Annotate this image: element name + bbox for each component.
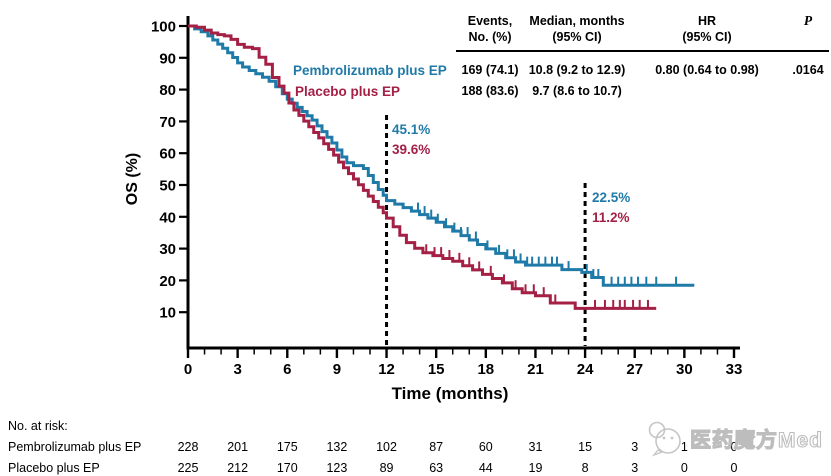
risk-value: 102 bbox=[376, 440, 397, 454]
risk-value: 63 bbox=[429, 461, 444, 475]
risk-value: 0 bbox=[730, 440, 738, 454]
svg-text:6: 6 bbox=[283, 361, 291, 378]
col-header-p: P bbox=[803, 13, 813, 28]
svg-text:0: 0 bbox=[184, 361, 192, 378]
svg-text:70: 70 bbox=[159, 114, 176, 131]
svg-text:100: 100 bbox=[151, 19, 176, 36]
svg-text:60: 60 bbox=[159, 146, 176, 163]
col-header-median-line1: Median, months bbox=[529, 14, 625, 28]
hr-value: 0.80 (0.64 to 0.98) bbox=[655, 63, 759, 77]
risk-value: 228 bbox=[177, 440, 199, 454]
legend-item-placebo: Placebo plus EP bbox=[295, 84, 401, 99]
svg-text:12: 12 bbox=[378, 361, 395, 378]
risk-value: 87 bbox=[429, 440, 444, 454]
col-header-median-line2: (95% CI) bbox=[552, 30, 602, 44]
svg-text:90: 90 bbox=[159, 50, 176, 67]
svg-text:30: 30 bbox=[159, 241, 176, 258]
table-header-rule bbox=[456, 50, 829, 53]
svg-text:18: 18 bbox=[477, 361, 494, 378]
svg-text:21: 21 bbox=[527, 361, 544, 378]
legend-item-pembrolizumab: Pembrolizumab plus EP bbox=[293, 63, 447, 78]
risk-value: 3 bbox=[631, 440, 639, 454]
risk-value: 89 bbox=[379, 461, 394, 475]
risk-value: 212 bbox=[227, 461, 249, 475]
risk-value: 170 bbox=[276, 461, 298, 475]
svg-text:24: 24 bbox=[577, 361, 594, 378]
risk-value: 15 bbox=[578, 440, 593, 454]
risk-table-title: No. at risk: bbox=[8, 419, 68, 433]
risk-value: 3 bbox=[631, 461, 639, 475]
x-axis-title: Time (months) bbox=[391, 384, 509, 403]
svg-text:3: 3 bbox=[233, 361, 241, 378]
risk-value: 1 bbox=[680, 440, 688, 454]
risk-value: 201 bbox=[227, 440, 249, 454]
risk-value: 60 bbox=[478, 440, 493, 454]
median-value-placebo: 9.7 (8.6 to 10.7) bbox=[532, 84, 622, 98]
svg-text:20: 20 bbox=[159, 273, 176, 290]
svg-text:80: 80 bbox=[159, 82, 176, 99]
os-12mo-pembrolizumab: 45.1% bbox=[392, 122, 431, 137]
risk-row-label-placebo: Placebo plus EP bbox=[8, 461, 100, 475]
svg-text:30: 30 bbox=[676, 361, 693, 378]
risk-value: 0 bbox=[730, 461, 738, 475]
risk-value: 44 bbox=[478, 461, 493, 475]
os-12mo-placebo: 39.6% bbox=[392, 142, 431, 157]
risk-value: 31 bbox=[528, 440, 543, 454]
risk-value: 123 bbox=[326, 461, 348, 475]
col-header-events-line1: Events, bbox=[467, 14, 513, 28]
events-value-placebo: 188 (83.6) bbox=[461, 84, 519, 98]
median-value-pembrolizumab: 10.8 (9.2 to 12.9) bbox=[528, 63, 626, 77]
events-value-pembrolizumab: 169 (74.1) bbox=[461, 63, 519, 77]
risk-value: 19 bbox=[528, 461, 543, 475]
svg-text:15: 15 bbox=[428, 361, 445, 378]
svg-text:10: 10 bbox=[159, 305, 176, 322]
svg-text:33: 33 bbox=[726, 361, 743, 378]
os-24mo-placebo: 11.2% bbox=[592, 210, 630, 225]
col-header-events-line2: No. (%) bbox=[468, 30, 512, 44]
risk-row-label-pembrolizumab: Pembrolizumab plus EP bbox=[8, 440, 142, 454]
svg-text:27: 27 bbox=[626, 361, 643, 378]
risk-value: 225 bbox=[177, 461, 199, 475]
os-24mo-pembrolizumab: 22.5% bbox=[592, 190, 631, 205]
risk-value: 8 bbox=[581, 461, 589, 475]
risk-value: 132 bbox=[326, 440, 348, 454]
risk-value: 0 bbox=[680, 461, 688, 475]
col-header-hr-line2: (95% CI) bbox=[682, 30, 732, 44]
svg-text:40: 40 bbox=[159, 209, 176, 226]
p-value: .0164 bbox=[792, 63, 824, 77]
svg-text:50: 50 bbox=[159, 178, 176, 195]
svg-text:9: 9 bbox=[333, 361, 341, 378]
risk-value: 175 bbox=[276, 440, 298, 454]
y-axis-title: OS (%) bbox=[124, 152, 141, 206]
col-header-hr-line1: HR bbox=[697, 14, 717, 28]
